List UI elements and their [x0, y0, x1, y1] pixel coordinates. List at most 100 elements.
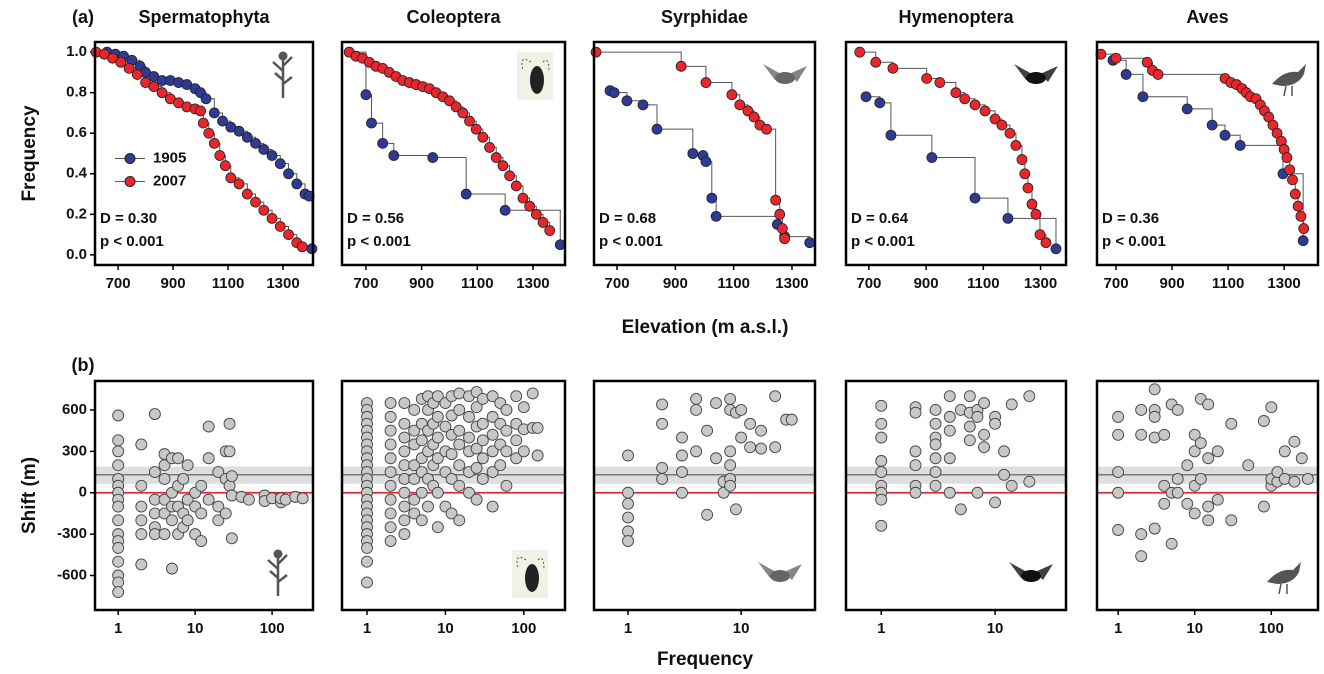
- point: [225, 532, 238, 545]
- plot-frame: [592, 379, 817, 612]
- x-tick-label: 700: [605, 275, 630, 292]
- x-tick-label: 1300: [1267, 275, 1300, 292]
- point: [195, 479, 208, 492]
- point: [431, 431, 444, 444]
- point: [450, 101, 462, 113]
- point: [214, 150, 226, 161]
- point: [476, 452, 489, 465]
- point: [135, 558, 148, 571]
- x-tick-label: 1: [363, 620, 371, 637]
- icon-shape: [267, 554, 288, 596]
- point: [517, 192, 529, 204]
- point: [195, 105, 206, 117]
- point: [755, 424, 767, 437]
- point: [978, 441, 990, 454]
- point: [517, 401, 530, 414]
- point: [769, 441, 782, 454]
- point: [969, 99, 981, 111]
- y-axis-label: Shift (m): [19, 457, 40, 534]
- point: [384, 397, 397, 410]
- legend-marker: [124, 153, 136, 164]
- point: [181, 493, 194, 506]
- point: [217, 115, 228, 127]
- point: [470, 442, 483, 455]
- point: [408, 493, 421, 506]
- x-tick-label: 100: [260, 620, 285, 637]
- point: [998, 445, 1011, 458]
- point: [470, 123, 482, 135]
- point: [384, 410, 397, 423]
- point: [909, 406, 922, 419]
- point: [530, 208, 542, 220]
- point: [476, 472, 489, 485]
- point: [656, 417, 669, 430]
- icon: [512, 550, 548, 598]
- point: [470, 401, 483, 414]
- point: [156, 87, 168, 99]
- point: [971, 486, 984, 499]
- point: [200, 93, 212, 105]
- point: [241, 188, 253, 200]
- icon-shape: [516, 556, 545, 571]
- point: [690, 445, 703, 458]
- point: [726, 89, 738, 101]
- annotation: p < 0.001: [100, 233, 164, 250]
- x-tick-label: 1100: [717, 275, 750, 292]
- point: [453, 459, 466, 472]
- point: [950, 87, 962, 99]
- point: [770, 194, 782, 206]
- point: [486, 466, 499, 478]
- icon-shape: [763, 64, 807, 82]
- panel-title: Syrphidae: [661, 7, 748, 27]
- point: [700, 77, 712, 88]
- point: [377, 137, 389, 149]
- icon-shape: [1272, 64, 1306, 86]
- point: [963, 420, 976, 433]
- point: [497, 160, 509, 172]
- point: [225, 470, 238, 483]
- icon-shape: [758, 562, 802, 580]
- point: [431, 486, 444, 499]
- point: [444, 95, 455, 107]
- point: [1181, 459, 1194, 472]
- point: [874, 97, 886, 109]
- point: [283, 168, 294, 180]
- point: [1265, 401, 1278, 414]
- point: [979, 105, 991, 117]
- point: [675, 60, 687, 72]
- point: [1022, 182, 1034, 194]
- point: [398, 445, 411, 458]
- x-tick-label: 900: [161, 275, 186, 292]
- point: [195, 535, 208, 547]
- point: [158, 493, 171, 506]
- point: [470, 493, 483, 506]
- point: [870, 56, 882, 68]
- legend-label: 2007: [153, 172, 186, 189]
- point: [724, 445, 737, 458]
- step-line: [1100, 53, 1305, 229]
- point: [1141, 56, 1153, 68]
- point: [774, 208, 786, 220]
- point: [1257, 500, 1270, 513]
- point: [296, 492, 309, 505]
- point: [457, 107, 469, 119]
- row-label: (a): [72, 7, 94, 27]
- point: [158, 507, 171, 520]
- point: [398, 514, 411, 527]
- point: [219, 160, 231, 172]
- point: [909, 459, 922, 472]
- point: [208, 107, 220, 119]
- point: [1242, 459, 1255, 472]
- point: [476, 434, 489, 447]
- point: [510, 452, 523, 465]
- point: [701, 424, 714, 437]
- x-tick-label: 10: [187, 620, 204, 637]
- icon: [517, 52, 553, 100]
- point: [408, 459, 421, 472]
- point: [909, 486, 922, 499]
- point: [921, 73, 933, 84]
- point: [887, 62, 899, 74]
- icon-shape: [1009, 562, 1053, 580]
- point: [1295, 210, 1307, 222]
- point: [1289, 188, 1301, 200]
